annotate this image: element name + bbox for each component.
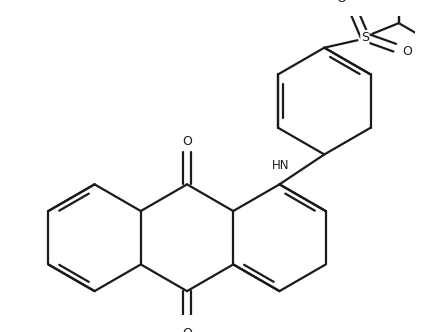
Text: O: O (182, 135, 192, 148)
Text: O: O (403, 45, 413, 58)
Text: S: S (361, 31, 369, 43)
Text: HN: HN (272, 159, 289, 172)
Text: O: O (337, 0, 346, 5)
Text: O: O (182, 327, 192, 332)
